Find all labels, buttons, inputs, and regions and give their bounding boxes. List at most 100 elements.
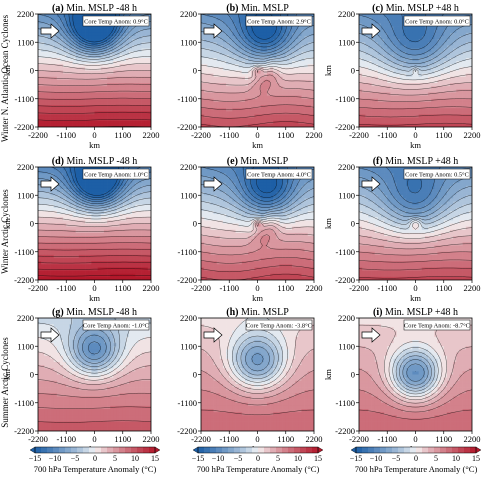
panel-title: (e) Min. MSLP [227, 156, 289, 167]
x-tick-label: 1100 [277, 130, 294, 140]
row-label: Summer Arctic Cyclones [0, 337, 10, 428]
x-axis-label: km [252, 140, 263, 150]
x-tick-label: 1100 [435, 130, 452, 140]
y-tick-label: 0 [193, 219, 197, 229]
core-temp-annotation: Core Temp Anom: 4.0°C [245, 168, 313, 180]
colorbar-label: 700 hPa Temperature Anomaly (°C) [355, 464, 478, 474]
colorbar-tick-label: 15 [472, 454, 480, 463]
arrow-right-icon [203, 176, 223, 192]
y-tick-label: 1100 [180, 37, 197, 47]
axis-ticks: -2200 -1100 0 1100 2200 -2200 -1100 0 1100 2200 [335, 162, 480, 293]
row-label: Winter N. Atlantic Ocean Cyclones [0, 14, 10, 142]
x-tick-label: -2200 [28, 130, 48, 140]
colorbar-tick-label: −10 [212, 454, 225, 463]
y-tick-label: 1100 [17, 341, 34, 351]
x-tick-label: -1100 [377, 434, 397, 444]
colorbar-tick-label: 15 [314, 454, 322, 463]
y-axis-label: km [323, 65, 333, 76]
x-tick-label: -1100 [377, 283, 397, 293]
y-tick-label: 1100 [338, 37, 355, 47]
core-temp-annotation: Core Temp Anom: 0.5°C [403, 168, 471, 180]
x-tick-label: 2200 [143, 283, 160, 293]
x-tick-label: 2200 [464, 130, 481, 140]
panel-g: (g) Min. MSLP -48 h-2200 -1100 0 1100 2200-2… [2, 307, 160, 454]
x-tick-label: 0 [92, 434, 96, 444]
colorbar-tick-label: 5 [113, 454, 117, 463]
x-tick-label: 1100 [114, 283, 131, 293]
colorbar-tick-label: −15 [192, 454, 205, 463]
y-tick-label: -1100 [177, 247, 197, 257]
colorbar-tick-label: 0 [93, 454, 97, 463]
y-tick-label: 1100 [17, 37, 34, 47]
y-tick-label: -2200 [14, 426, 34, 436]
x-tick-label: 0 [92, 130, 96, 140]
row-labels: Winter N. Atlantic Ocean Cyclones Winter … [0, 14, 10, 427]
colorbar-label: 700 hPa Temperature Anomaly (°C) [197, 464, 320, 474]
contour-field [359, 14, 472, 127]
y-tick-label: 2200 [180, 162, 197, 172]
y-tick-label: 1100 [180, 190, 197, 200]
y-tick-label: -2200 [335, 122, 355, 132]
x-tick-label: -1100 [56, 130, 76, 140]
panel-f: (f) Min. MSLP +48 h-2200 -1100 0 1100 2200-2… [323, 156, 481, 303]
x-axis-label: km [252, 293, 263, 303]
core-temp-annotation: Core Temp Anom: -8.7°C [403, 319, 471, 331]
x-tick-label: -1100 [219, 130, 239, 140]
y-tick-label: 0 [30, 219, 34, 229]
y-tick-label: -1100 [14, 398, 34, 408]
panel-c: (c) Min. MSLP +48 h-2200 -1100 0 1100 2200-2… [323, 3, 481, 150]
y-tick-label: 2200 [17, 9, 34, 19]
x-tick-label: 0 [413, 283, 417, 293]
x-tick-label: 1100 [435, 434, 452, 444]
y-tick-label: 2200 [338, 162, 355, 172]
x-tick-label: -2200 [349, 130, 369, 140]
panel-a: (a) Min. MSLP -48 h-2200 -1100 0 1100 2200-2… [2, 3, 160, 150]
y-tick-label: -2200 [335, 426, 355, 436]
x-tick-label: -2200 [191, 283, 211, 293]
colorbar-tick-label: 5 [434, 454, 438, 463]
y-tick-label: 0 [193, 370, 197, 380]
panel-title: (a) Min. MSLP -48 h [52, 3, 137, 14]
colorbar-tick-label: −10 [49, 454, 62, 463]
axis-ticks: -2200 -1100 0 1100 2200 -2200 -1100 0 1100 2200 [14, 9, 159, 140]
contour-field [201, 318, 314, 431]
y-tick-label: -1100 [177, 398, 197, 408]
x-tick-label: 1100 [114, 434, 131, 444]
x-tick-label: -1100 [56, 283, 76, 293]
x-axis-label: km [89, 140, 100, 150]
y-tick-label: 1100 [180, 341, 197, 351]
panel-d: (d) Min. MSLP -48 h-2200 -1100 0 1100 2200-2… [2, 156, 160, 303]
panel-title: (g) Min. MSLP -48 h [52, 307, 137, 318]
core-temp-annotation: Core Temp Anom: 0.0°C [403, 15, 471, 27]
y-tick-label: 1100 [338, 190, 355, 200]
colorbar-tick-label: 10 [131, 454, 139, 463]
colorbar-tick-label: −15 [350, 454, 363, 463]
y-axis-label: km [2, 65, 12, 76]
y-tick-label: 1100 [17, 190, 34, 200]
y-axis-label: km [2, 369, 12, 380]
panels: (a) Min. MSLP -48 h -2200 -1100 0 1100 2200 -2… [2, 3, 481, 454]
panel-i: (i) Min. MSLP +48 h-2200 -1100 0 1100 2200-2… [323, 307, 481, 454]
colorbar-tick-label: −5 [234, 454, 243, 463]
y-tick-label: -1100 [335, 247, 355, 257]
panel-title: (d) Min. MSLP -48 h [52, 156, 138, 167]
x-tick-label: 2200 [143, 434, 160, 444]
y-tick-label: -1100 [335, 398, 355, 408]
x-tick-label: 0 [255, 130, 259, 140]
axis-ticks: -2200 -1100 0 1100 2200 -2200 -1100 0 1100 2200 [177, 9, 322, 140]
y-tick-label: 2200 [338, 9, 355, 19]
svg-text:Core Temp Anom: 0.9°C: Core Temp Anom: 0.9°C [84, 19, 148, 26]
y-tick-label: -2200 [177, 275, 197, 285]
x-tick-label: -1100 [219, 283, 239, 293]
y-tick-label: 2200 [17, 313, 34, 323]
x-tick-label: 0 [413, 130, 417, 140]
contour-field [359, 167, 472, 280]
arrow-right-icon [361, 23, 381, 39]
y-tick-label: 1100 [338, 341, 355, 351]
panel-title: (c) Min. MSLP +48 h [372, 3, 459, 14]
colorbar-tick-label: −5 [392, 454, 401, 463]
panel-h: (h) Min. MSLP -2200 -1100 0 1100 2200 -2200 -11… [177, 307, 322, 454]
panel-b: (b) Min. MSLP -2200 -1100 0 1100 2200 -2200 -11… [177, 3, 322, 150]
